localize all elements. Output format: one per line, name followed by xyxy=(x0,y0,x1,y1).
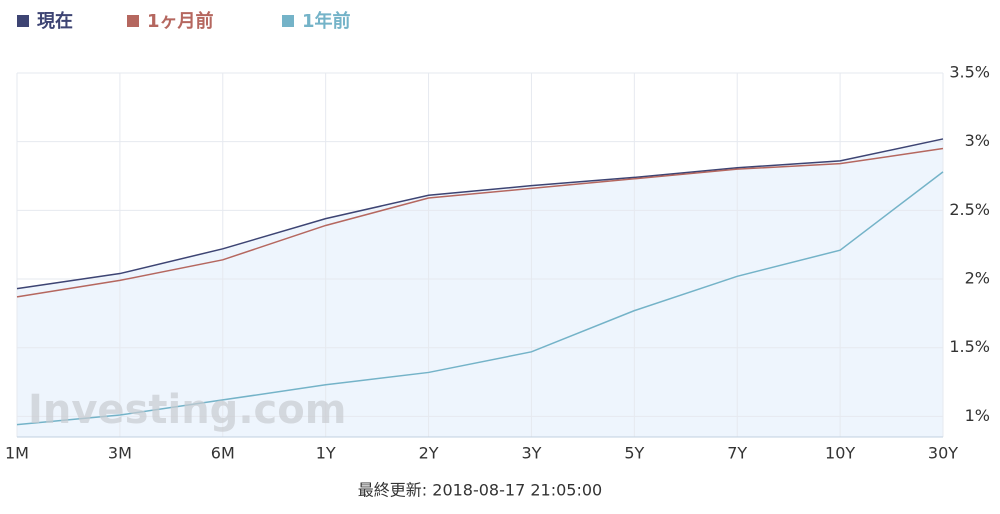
plot: 1% 1.5% 2% 2.5% 3% 3.5% 1M 3M 6M 1Y 2Y 3Y 5Y 7Y 10Y 30Y… xyxy=(5,10,990,463)
watermark: Investing.com xyxy=(28,387,346,433)
footer: 最終更新: 2018-08-17 21:05:00 xyxy=(358,481,602,500)
legend-label: 現在 xyxy=(37,10,73,32)
line xyxy=(16,138,944,290)
legend-swatch xyxy=(127,15,139,27)
y-tick-label: 3.5% xyxy=(949,63,990,82)
line xyxy=(16,147,944,298)
legend-swatch xyxy=(282,15,294,27)
y-tick-label: 1.5% xyxy=(949,337,990,356)
x-tick-label: 10Y xyxy=(825,444,855,463)
x-tick-label: 2Y xyxy=(419,444,439,463)
legend-label: 1年前 xyxy=(302,10,351,32)
area xyxy=(17,138,943,437)
legend-label: 1ヶ月前 xyxy=(147,10,214,32)
x-tick-label: 5Y xyxy=(624,444,644,463)
y-tick-label: 2.5% xyxy=(949,200,990,219)
x-tick-label: 3Y xyxy=(521,444,541,463)
y-tick-label: 3% xyxy=(965,131,990,150)
y-tick-label: 1% xyxy=(965,406,990,425)
x-tick-label: 3M xyxy=(108,444,132,463)
x-tick-label: 30Y xyxy=(928,444,958,463)
legend-swatch xyxy=(17,15,29,27)
x-tick-label: 6M xyxy=(211,444,235,463)
line xyxy=(16,171,944,426)
x-tick-label: 7Y xyxy=(727,444,747,463)
x-tick-label: 1Y xyxy=(316,444,336,463)
x-tick-label: 1M xyxy=(5,444,29,463)
y-tick-label: 2% xyxy=(965,269,990,288)
